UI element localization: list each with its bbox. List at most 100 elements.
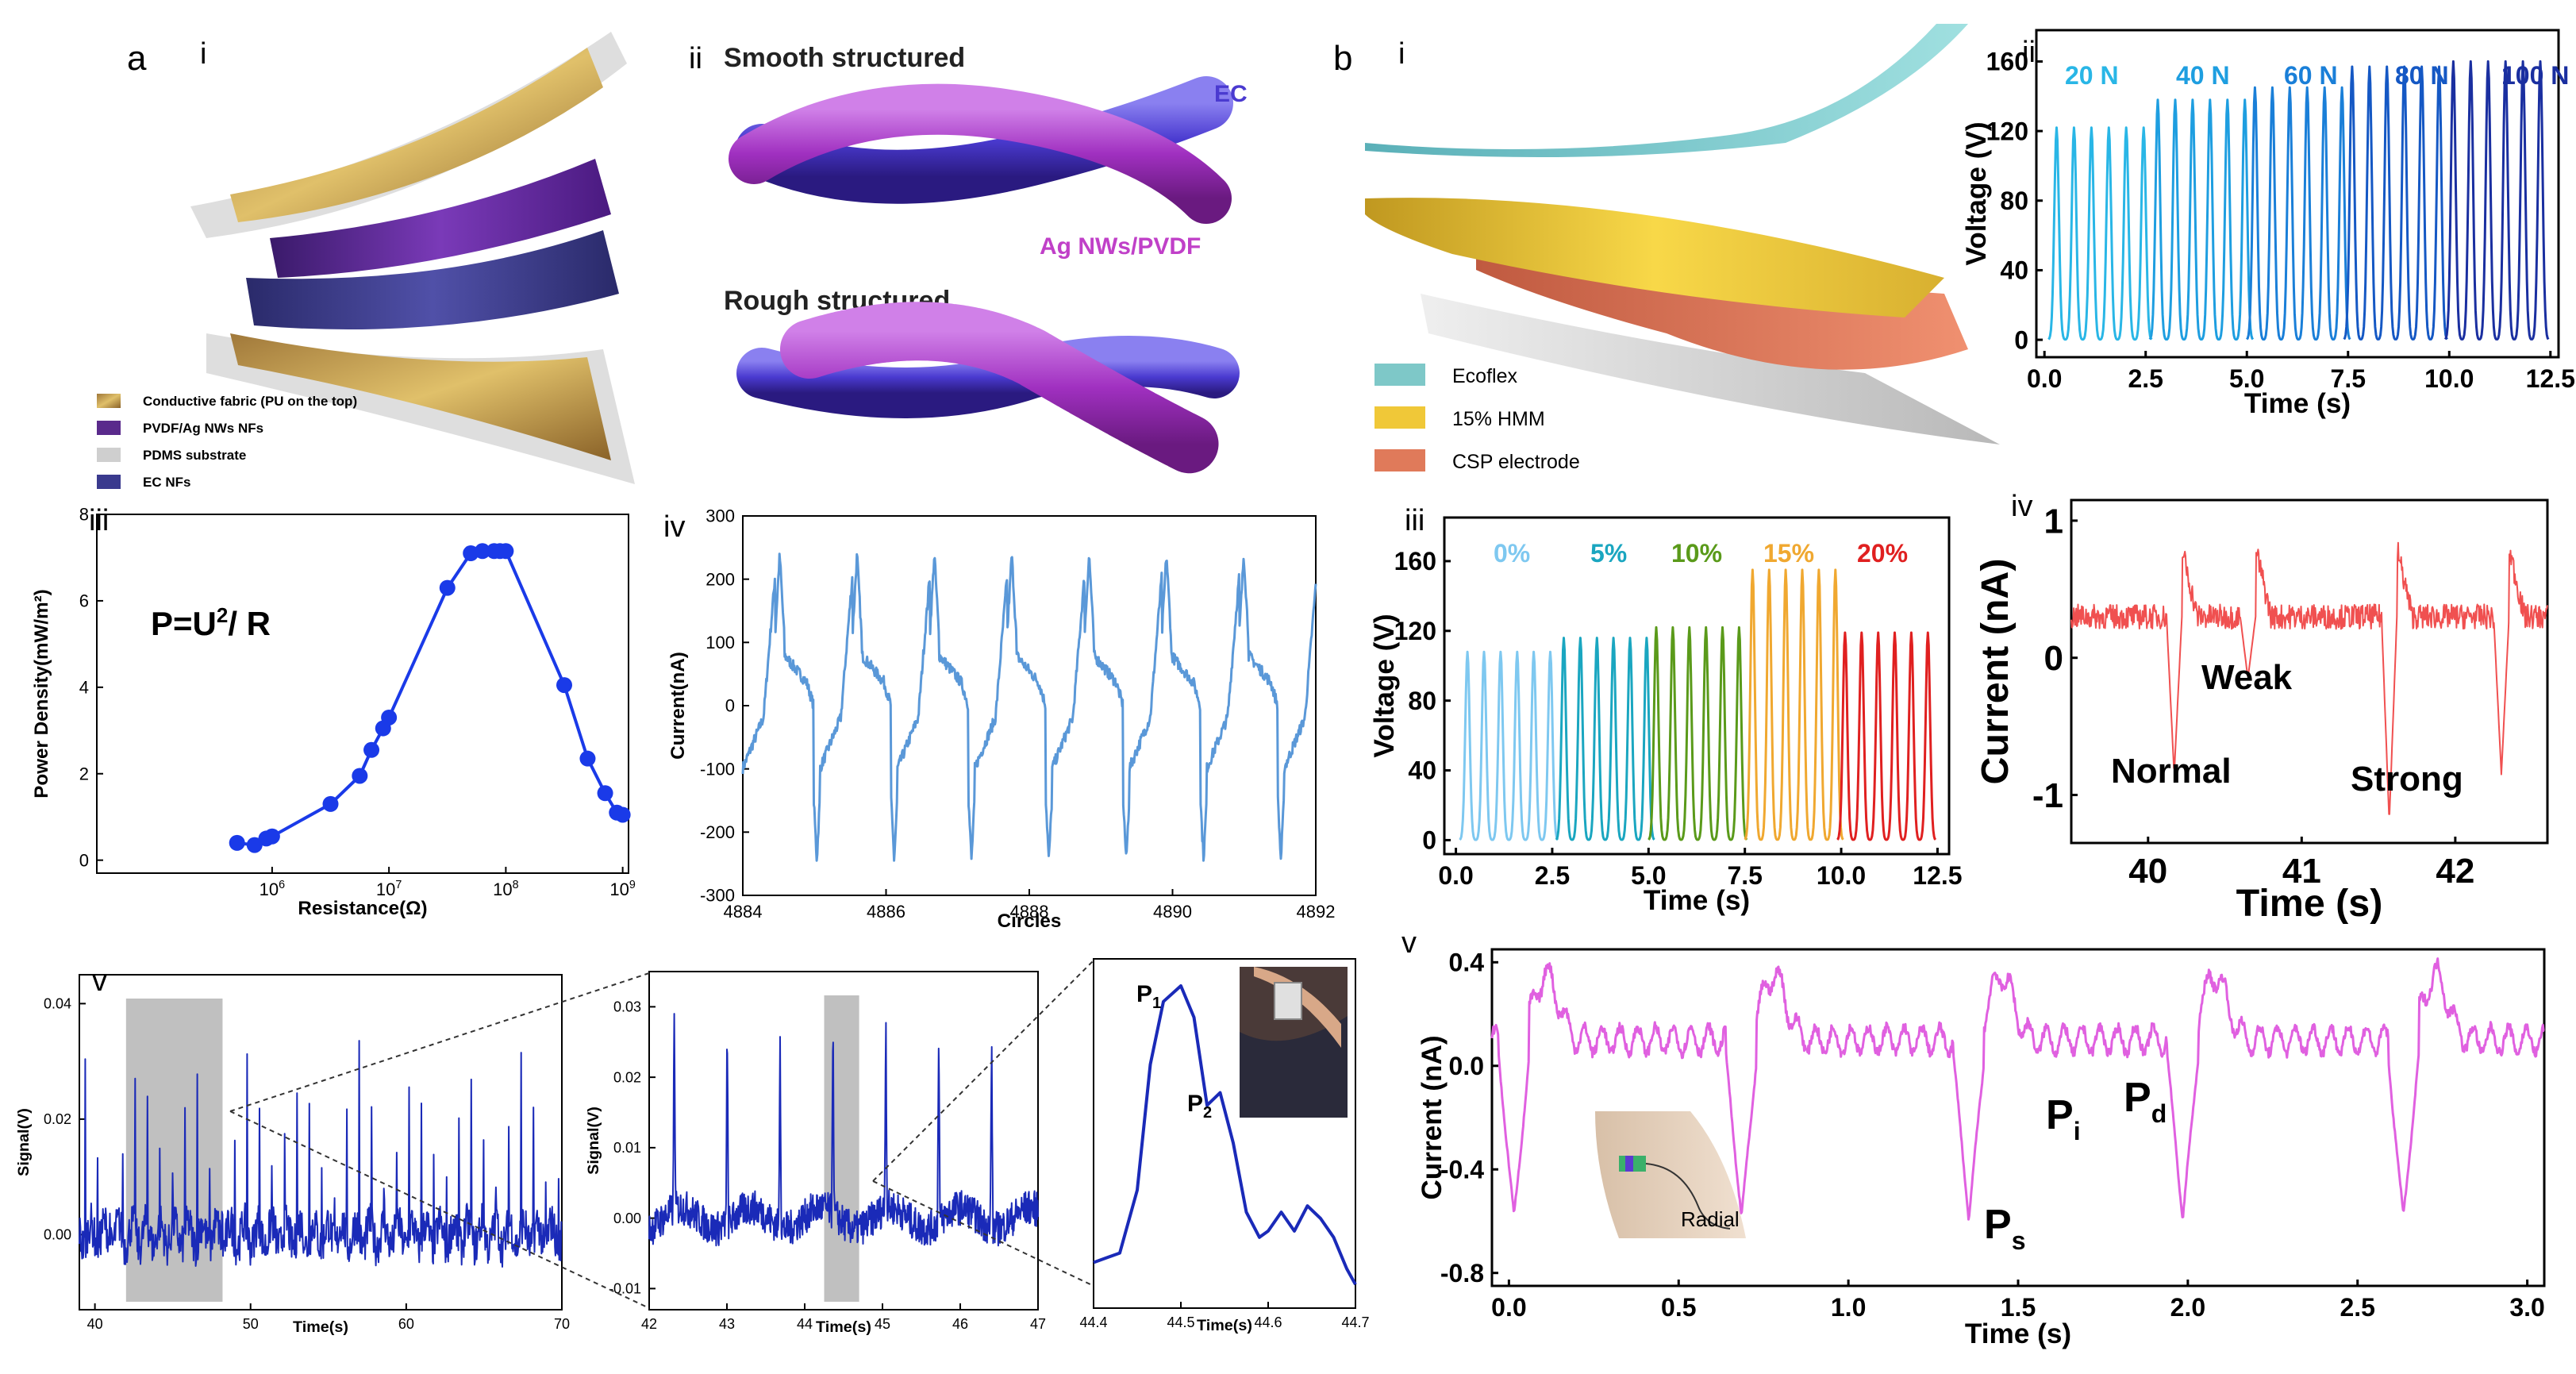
power-density-point: [381, 709, 398, 725]
x-tick-label: 0.5: [1661, 1293, 1696, 1322]
power-density-point: [439, 579, 456, 596]
pct-label-20: 20%: [1857, 539, 1908, 568]
x-tick-label: 10.0: [1817, 861, 1866, 890]
x-tick-label: 5.0: [2229, 364, 2264, 393]
legend-label-csp: CSP electrode: [1452, 451, 1580, 473]
x-tick-label: 10.0: [2424, 364, 2474, 393]
voltage-pulse-group: [1647, 625, 1748, 841]
y-tick-label: 0: [79, 850, 89, 870]
x-tick-label: 44.4: [1079, 1314, 1107, 1330]
agnw-fiber-label: Ag NWs/PVDF: [1040, 233, 1201, 260]
power-density-point: [498, 543, 514, 560]
x-tick-label: 44.7: [1341, 1314, 1369, 1330]
chart-b-iii: 0.0 2.5 5.0 7.5 10.0 12.5 0 40 80 120 160 Time (s) V…: [1369, 516, 1963, 916]
x-tick-label: 41: [2282, 852, 2321, 891]
panel-b-iii-label: iii: [1405, 504, 1424, 537]
pct-label-0: 0%: [1494, 539, 1530, 568]
x-tick-label: 0.0: [2027, 364, 2062, 393]
power-density-point: [363, 741, 380, 758]
x-tick-label: 43: [719, 1316, 735, 1332]
power-density-point: [263, 828, 280, 845]
x-tick-label: 50: [243, 1316, 259, 1332]
plot-frame: [2035, 29, 2560, 359]
fabric-bottom-layer: [230, 333, 611, 460]
svg-text:P2: P2: [1187, 1091, 1212, 1122]
y-tick-label: 0.0: [1449, 1052, 1484, 1080]
force-label-40: 40 N: [2176, 61, 2230, 90]
radial-arm-illustration: Radial: [1595, 1111, 1746, 1238]
chart-a-v-2: 42 43 44 45 46 47 -0.01 0.00 0.01 0.02 0.03 Time(s)…: [585, 971, 1046, 1336]
x-axis-label: Time(s): [293, 1318, 348, 1336]
panel-a-ii-illustration: ii Smooth structured EC Ag NWs/PVDF Roug…: [689, 42, 1248, 474]
annotation-weak: Weak: [2201, 658, 2293, 697]
x-tick-label: 2.5: [2128, 364, 2163, 393]
y-tick-label: 1: [2044, 502, 2063, 541]
x-axis-label: Time(s): [1197, 1317, 1252, 1334]
annotation-strong: Strong: [2351, 760, 2463, 799]
plot-frame: [1093, 958, 1356, 1309]
x-tick-label: 5.0: [1631, 861, 1666, 890]
panel-b-i-legend: Ecoflex 15% HMM CSP electrode: [1375, 364, 1580, 473]
chart-a-v-1: 40 50 60 70 0.00 0.02 0.04 Time(s) Signal(V): [15, 974, 570, 1336]
y-tick-label: 100: [706, 633, 735, 652]
svg-text:P1: P1: [1136, 981, 1161, 1012]
chart-b-ii: 0.0 2.5 5.0 7.5 10.0 12.5 0 40 80 120 160 Time (s) V…: [1961, 29, 2575, 419]
annotation-normal: Normal: [2111, 752, 2232, 791]
x-tick-label: 47: [1030, 1316, 1046, 1332]
zoom-connector: [872, 960, 1094, 1182]
agnw-fiber-smooth: [729, 83, 1232, 224]
chart-a-iv: 4884 4886 4888 4890 4892 -300 -200 -100 0 100 200 3…: [667, 506, 1335, 932]
p1-sub: 1: [1152, 995, 1161, 1012]
x-tick-label: 12.5: [2526, 364, 2575, 393]
panel-b-i-illustration: b i Ecoflex 15% HMM CSP electrode: [1333, 24, 2000, 473]
y-tick-label: 40: [1408, 756, 1436, 785]
x-tick-label: 108: [493, 879, 518, 899]
y-tick-label: 80: [2000, 187, 2028, 215]
force-label-80: 80 N: [2395, 61, 2449, 90]
panel-a-i-label: i: [200, 37, 206, 71]
panel-a-ii-label: ii: [689, 42, 702, 75]
formula-main: P=U: [151, 605, 217, 642]
x-tick-label: 2.5: [2340, 1293, 2374, 1322]
y-tick-label: 4: [79, 678, 89, 698]
y-axis-label: Current (nA): [1974, 559, 2017, 785]
x-tick-label: 42: [641, 1316, 657, 1332]
pct-label-10: 10%: [1671, 539, 1722, 568]
b-iv-annotations: Weak Normal Strong: [2111, 658, 2463, 799]
p2-main: P: [1187, 1091, 1203, 1117]
svg-text:Pi: Pi: [2046, 1092, 2081, 1145]
chart-a-iii: 106 107 108 109 0 2 4 6 8 Resistance(Ω) Power Dens…: [31, 505, 636, 919]
p1-main: P: [1136, 981, 1152, 1007]
voltage-pulse-group: [1744, 568, 1844, 841]
chart-b-v: 0.0 0.5 1.0 1.5 2.0 2.5 3.0 -0.8 -0.4 0.0 0.4 Time …: [1417, 948, 2546, 1349]
y-axis-label: Signal(V): [585, 1107, 602, 1175]
y-tick-label: 0: [1422, 826, 1436, 855]
x-tick-label: 40: [2128, 852, 2167, 891]
highlight-region: [125, 999, 223, 1302]
y-tick-label: 80: [1408, 687, 1436, 715]
x-tick-label: 109: [609, 879, 635, 899]
y-axis-label: Voltage (V): [1961, 121, 1992, 265]
x-axis-label: Time (s): [2236, 882, 2383, 925]
x-tick-label: 44.6: [1254, 1314, 1282, 1330]
y-tick-label: 0.04: [44, 996, 71, 1012]
y-axis-label: Voltage (V): [1369, 614, 1400, 757]
voltage-pulse-group: [1555, 637, 1655, 841]
x-tick-label: 4886: [867, 902, 905, 922]
x-tick-label: 2.0: [2170, 1293, 2205, 1322]
fabric-top-layer: [230, 48, 603, 222]
plot-frame: [79, 974, 563, 1310]
legend-swatch-pdms: [97, 448, 121, 462]
force-label-20: 20 N: [2065, 61, 2119, 90]
x-axis-label: Circles: [998, 910, 1062, 932]
y-tick-label: 0: [2044, 639, 2063, 678]
legend-swatch-hmm: [1375, 406, 1425, 429]
panel-b-iv-label: iv: [2011, 490, 2032, 523]
neck-sensor-photo: [1240, 967, 1348, 1118]
panel-a-i-legend: Conductive fabric (PU on the top) PVDF/A…: [97, 394, 357, 490]
zoom-connector: [229, 1110, 650, 1309]
voltage-pulse-group: [2246, 86, 2351, 341]
y-tick-label: -1: [2032, 776, 2063, 815]
current-trace: [741, 552, 1317, 862]
